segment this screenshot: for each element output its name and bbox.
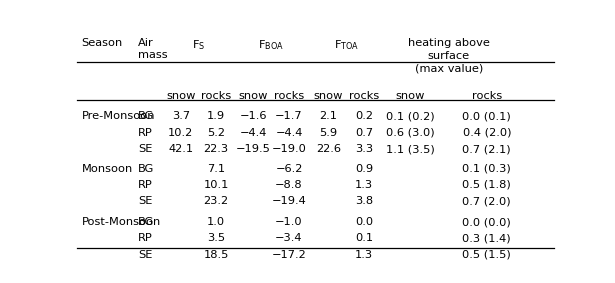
Text: snow: snow — [396, 91, 425, 101]
Text: 1.3: 1.3 — [355, 250, 373, 260]
Text: Pre-Monsoon: Pre-Monsoon — [82, 111, 155, 121]
Text: 18.5: 18.5 — [204, 250, 229, 260]
Text: 0.9: 0.9 — [355, 164, 373, 173]
Text: 0.1: 0.1 — [355, 233, 373, 243]
Text: 3.3: 3.3 — [355, 144, 373, 154]
Text: −19.5: −19.5 — [236, 144, 271, 154]
Text: −4.4: −4.4 — [239, 128, 267, 138]
Text: RP: RP — [138, 180, 153, 190]
Text: rocks: rocks — [472, 91, 502, 101]
Text: 2.1: 2.1 — [320, 111, 338, 121]
Text: −6.2: −6.2 — [276, 164, 303, 173]
Text: 0.7: 0.7 — [355, 128, 373, 138]
Text: SE: SE — [138, 144, 153, 154]
Text: 1.1 (3.5): 1.1 (3.5) — [386, 144, 435, 154]
Text: −19.4: −19.4 — [272, 196, 306, 206]
Text: rocks: rocks — [274, 91, 304, 101]
Text: 1.9: 1.9 — [207, 111, 225, 121]
Text: heating above
surface
(max value): heating above surface (max value) — [408, 38, 490, 74]
Text: 1.3: 1.3 — [355, 180, 373, 190]
Text: −3.4: −3.4 — [276, 233, 303, 243]
Text: F$_\mathregular{BOA}$: F$_\mathregular{BOA}$ — [258, 38, 284, 52]
Text: 7.1: 7.1 — [207, 164, 225, 173]
Text: −4.4: −4.4 — [276, 128, 303, 138]
Text: −19.0: −19.0 — [272, 144, 306, 154]
Text: 3.5: 3.5 — [207, 233, 225, 243]
Text: 0.3 (1.4): 0.3 (1.4) — [462, 233, 511, 243]
Text: F$_\mathregular{S}$: F$_\mathregular{S}$ — [192, 38, 205, 52]
Text: snow: snow — [314, 91, 343, 101]
Text: 10.2: 10.2 — [168, 128, 193, 138]
Text: 42.1: 42.1 — [169, 144, 193, 154]
Text: 0.0 (0.0): 0.0 (0.0) — [462, 217, 511, 227]
Text: −1.6: −1.6 — [239, 111, 267, 121]
Text: 0.5 (1.8): 0.5 (1.8) — [462, 180, 511, 190]
Text: 0.2: 0.2 — [355, 111, 373, 121]
Text: SE: SE — [138, 196, 153, 206]
Text: Monsoon: Monsoon — [82, 164, 133, 173]
Text: rocks: rocks — [201, 91, 231, 101]
Text: 3.7: 3.7 — [172, 111, 190, 121]
Text: Air
mass: Air mass — [138, 38, 167, 60]
Text: 0.6 (3.0): 0.6 (3.0) — [386, 128, 435, 138]
Text: 3.8: 3.8 — [355, 196, 373, 206]
Text: 0.5 (1.5): 0.5 (1.5) — [462, 250, 511, 260]
Text: snow: snow — [239, 91, 268, 101]
Text: Season: Season — [82, 38, 123, 48]
Text: Post-Monsoon: Post-Monsoon — [82, 217, 161, 227]
Text: −8.8: −8.8 — [275, 180, 303, 190]
Text: 23.2: 23.2 — [204, 196, 229, 206]
Text: BG: BG — [138, 164, 154, 173]
Text: 0.1 (0.3): 0.1 (0.3) — [462, 164, 511, 173]
Text: 0.7 (2.1): 0.7 (2.1) — [462, 144, 511, 154]
Text: snow: snow — [166, 91, 196, 101]
Text: 22.6: 22.6 — [316, 144, 341, 154]
Text: 0.0: 0.0 — [355, 217, 373, 227]
Text: 5.2: 5.2 — [207, 128, 225, 138]
Text: 1.0: 1.0 — [207, 217, 225, 227]
Text: 0.4 (2.0): 0.4 (2.0) — [462, 128, 511, 138]
Text: SE: SE — [138, 250, 153, 260]
Text: BG: BG — [138, 217, 154, 227]
Text: −1.0: −1.0 — [275, 217, 303, 227]
Text: 0.1 (0.2): 0.1 (0.2) — [386, 111, 435, 121]
Text: RP: RP — [138, 128, 153, 138]
Text: −1.7: −1.7 — [275, 111, 303, 121]
Text: RP: RP — [138, 233, 153, 243]
Text: 22.3: 22.3 — [204, 144, 229, 154]
Text: −17.2: −17.2 — [272, 250, 306, 260]
Text: rocks: rocks — [349, 91, 379, 101]
Text: 0.0 (0.1): 0.0 (0.1) — [462, 111, 511, 121]
Text: 10.1: 10.1 — [204, 180, 229, 190]
Text: 5.9: 5.9 — [319, 128, 338, 138]
Text: 0.7 (2.0): 0.7 (2.0) — [462, 196, 511, 206]
Text: BG: BG — [138, 111, 154, 121]
Text: F$_\mathregular{TOA}$: F$_\mathregular{TOA}$ — [333, 38, 359, 52]
